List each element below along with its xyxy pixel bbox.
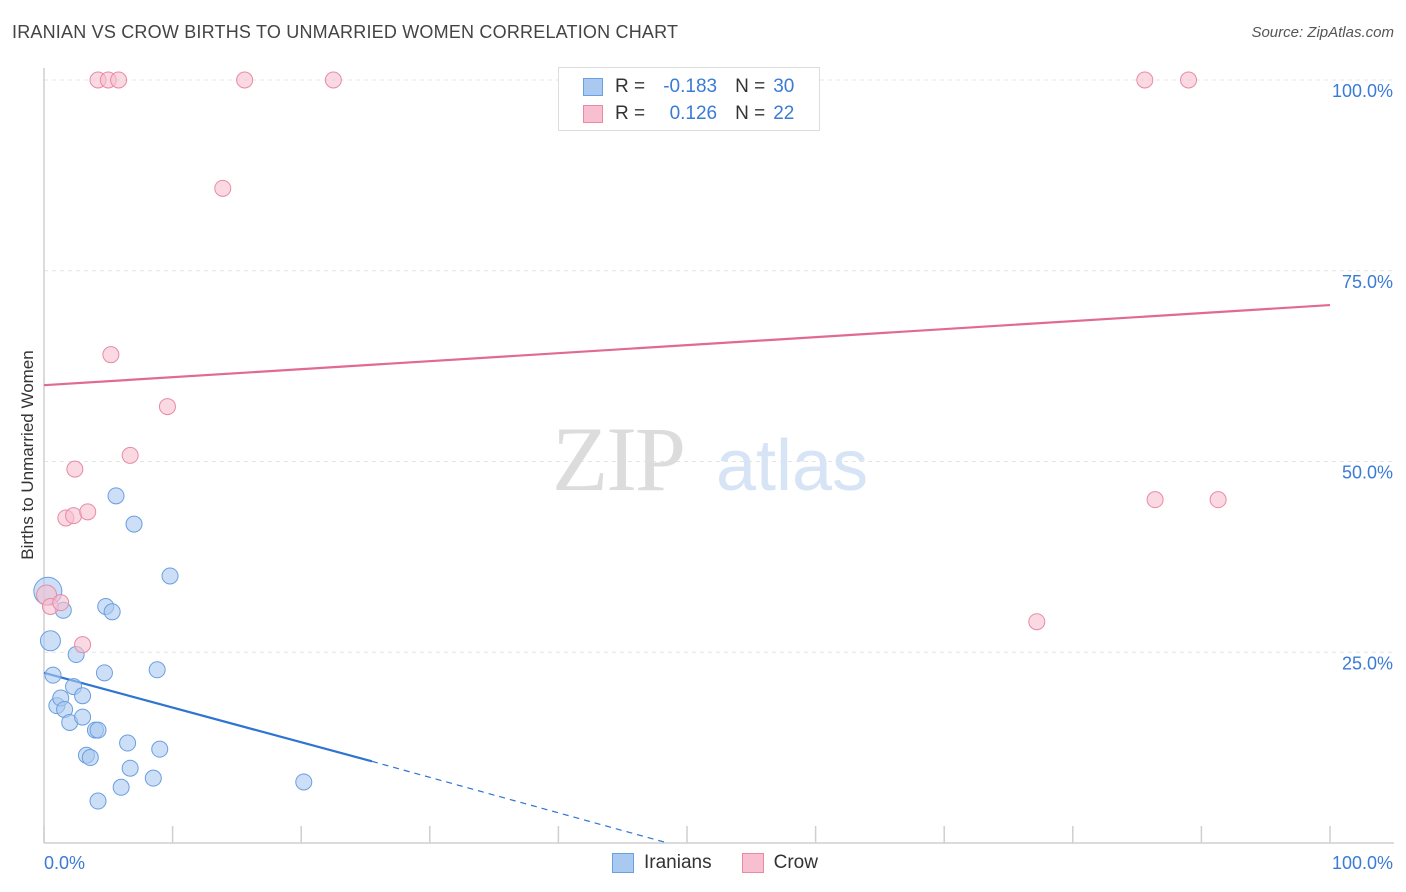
x-tick-label: 100.0% [1332, 853, 1393, 873]
y-tick-label: 25.0% [1342, 653, 1393, 673]
legend-n-label: N = [735, 76, 766, 97]
point-iranians [148, 661, 166, 679]
point-crow [1180, 71, 1198, 89]
y-tick-label: 75.0% [1342, 272, 1393, 292]
legend-swatch-iranians [612, 853, 634, 873]
trend-line-extension [371, 760, 668, 844]
point-crow [74, 636, 92, 654]
point-crow [1028, 613, 1046, 631]
point-iranians [151, 740, 169, 758]
point-crow [110, 71, 128, 89]
point-crow [79, 503, 97, 521]
legend-label-crow: Crow [773, 852, 818, 873]
legend-r-value: -0.183 [663, 76, 718, 97]
point-iranians [95, 664, 113, 682]
legend-swatch-iranians [583, 78, 603, 96]
legend-swatch-crow [741, 853, 764, 873]
legend-r-label: R = [615, 103, 646, 124]
point-iranians [74, 708, 92, 726]
point-crow [121, 446, 139, 464]
trend-line-iranians [43, 671, 373, 763]
point-iranians [161, 567, 179, 585]
point-iranians [125, 515, 143, 533]
point-crow [1146, 491, 1164, 509]
source-label: Source: ZipAtlas.com [1251, 24, 1394, 41]
point-iranians [121, 759, 139, 777]
scatter-points [33, 71, 1227, 810]
trend-lines [43, 303, 1331, 844]
point-crow [102, 346, 120, 364]
point-iranians [39, 630, 61, 652]
legend-swatch-crow [583, 105, 603, 123]
point-crow [66, 460, 84, 478]
point-iranians [119, 734, 137, 752]
watermark: ZIP atlas [552, 408, 868, 510]
point-iranians [107, 487, 125, 505]
point-iranians [81, 749, 99, 767]
point-iranians [89, 792, 107, 810]
legend-n-value: 22 [773, 103, 795, 124]
watermark-atlas: atlas [716, 426, 868, 506]
watermark-zip: ZIP [552, 408, 684, 510]
trend-line-crow [43, 303, 1331, 387]
point-iranians [74, 687, 92, 705]
y-tick-label: 100.0% [1332, 81, 1393, 101]
point-crow [324, 71, 342, 89]
y-axis-label: Births to Unmarried Women [18, 350, 37, 559]
point-iranians [44, 666, 62, 684]
chart-title: IRANIAN VS CROW BIRTHS TO UNMARRIED WOME… [12, 22, 679, 42]
point-crow [158, 398, 176, 416]
point-crow [1209, 491, 1227, 509]
series-legend: Iranians Crow [612, 852, 848, 874]
legend-n-label: N = [735, 103, 766, 124]
point-crow [1136, 71, 1154, 89]
point-iranians [103, 603, 121, 621]
point-iranians [295, 773, 313, 791]
x-tick-label: 0.0% [44, 853, 85, 873]
legend-item-iranians[interactable]: Iranians [612, 852, 712, 874]
correlation-legend: R = -0.183 N = 30 R = 0.126 N = 22 [558, 67, 820, 131]
point-iranians [144, 769, 162, 787]
legend-row-iranians: R = -0.183 N = 30 [583, 75, 794, 99]
legend-label-iranians: Iranians [644, 852, 712, 873]
y-tick-label: 50.0% [1342, 463, 1393, 483]
point-iranians [89, 721, 107, 739]
legend-r-value: 0.126 [669, 103, 718, 124]
point-crow [65, 507, 83, 525]
legend-n-value: 30 [773, 76, 795, 97]
legend-r-label: R = [615, 76, 646, 97]
point-crow [52, 594, 70, 612]
point-iranians [112, 778, 130, 796]
point-crow [236, 71, 254, 89]
legend-item-crow[interactable]: Crow [741, 852, 818, 874]
point-crow [214, 179, 232, 197]
grid-lines [44, 79, 1394, 653]
axes [43, 68, 1394, 844]
legend-row-crow: R = 0.126 N = 22 [583, 102, 794, 126]
tick-labels: 25.0% 50.0% 75.0% 100.0% 0.0% 100.0% [44, 81, 1393, 873]
